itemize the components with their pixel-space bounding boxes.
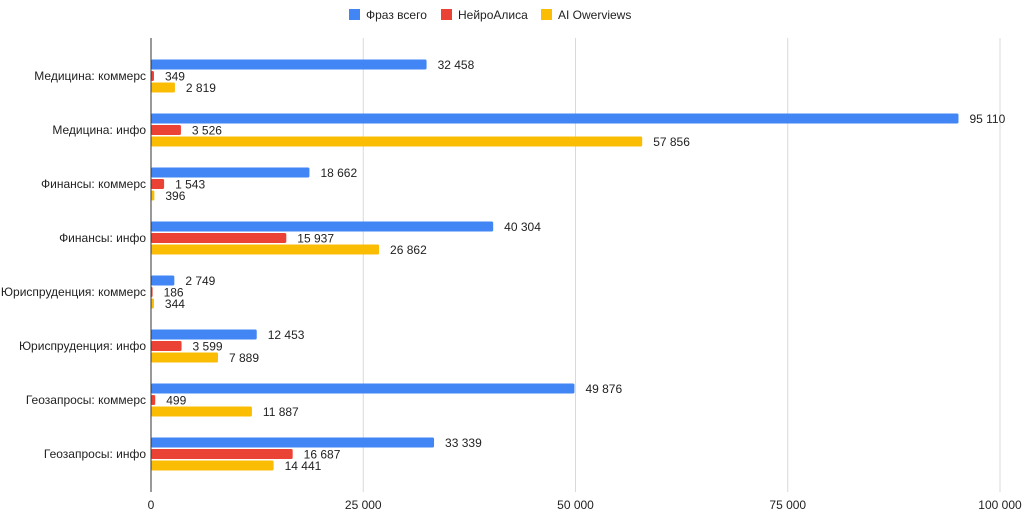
- bar-1-5: [151, 341, 182, 351]
- category-label: Геозапросы: инфо: [44, 447, 146, 461]
- bar-2-4: [151, 298, 154, 309]
- value-label: 186: [164, 286, 184, 300]
- value-label: 33 339: [445, 436, 482, 450]
- bar-0-1: [151, 113, 959, 124]
- bar-2-0: [151, 82, 175, 93]
- value-label: 396: [165, 189, 185, 203]
- legend-label-0: Фраз всего: [366, 8, 427, 22]
- x-tick-label: 25 000: [345, 498, 382, 512]
- legend: Фраз всего НейроАлиса AI Owerviews: [349, 8, 631, 22]
- bar-0-6: [151, 383, 575, 394]
- bars: [151, 59, 959, 471]
- value-label: 2 819: [186, 81, 216, 95]
- bar-1-6: [151, 395, 156, 405]
- bar-0-3: [151, 221, 494, 232]
- value-label: 11 887: [263, 405, 299, 419]
- legend-swatch-1: [441, 9, 452, 20]
- value-label: 95 110: [969, 112, 1005, 126]
- value-label: 2 749: [185, 274, 215, 288]
- value-label: 26 862: [390, 243, 427, 257]
- bar-1-3: [151, 233, 287, 243]
- value-label: 344: [165, 297, 185, 311]
- value-label: 1 543: [175, 178, 205, 192]
- bar-1-1: [151, 125, 181, 135]
- value-label: 7 889: [229, 351, 259, 365]
- value-label: 32 458: [438, 58, 475, 72]
- value-label: 3 599: [193, 340, 223, 354]
- bar-2-2: [151, 190, 155, 201]
- bar-2-3: [151, 244, 380, 255]
- bar-2-5: [151, 352, 218, 363]
- bar-2-6: [151, 406, 252, 417]
- gridlines: [362, 38, 1001, 492]
- legend-label-2: AI Owerviews: [558, 8, 631, 22]
- category-label: Юриспруденция: инфо: [19, 339, 146, 353]
- bar-0-0: [151, 59, 427, 70]
- value-label: 16 687: [304, 448, 341, 462]
- value-label: 3 526: [192, 124, 222, 138]
- x-tick-labels: 0 25 000 50 000 75 000 100 000: [148, 498, 1022, 512]
- value-label: 18 662: [320, 166, 357, 180]
- bar-2-7: [151, 460, 274, 471]
- legend-label-1: НейроАлиса: [458, 8, 528, 22]
- bar-0-4: [151, 275, 175, 286]
- bar-0-5: [151, 329, 257, 340]
- category-label: Финансы: коммерс: [41, 177, 146, 191]
- x-tick-label: 100 000: [978, 498, 1022, 512]
- category-label: Медицина: инфо: [52, 123, 146, 137]
- x-tick-label: 0: [148, 498, 155, 512]
- bar-1-2: [151, 179, 165, 189]
- category-labels: Медицина: коммерс Медицина: инфо Финансы: …: [1, 69, 146, 461]
- legend-swatch-0: [349, 9, 360, 20]
- value-label: 57 856: [653, 135, 690, 149]
- value-label: 49 876: [585, 382, 622, 396]
- value-label: 12 453: [268, 328, 305, 342]
- value-label: 14 441: [285, 459, 322, 473]
- value-label: 15 937: [297, 232, 334, 246]
- value-label: 349: [165, 70, 185, 84]
- bar-1-7: [151, 449, 293, 459]
- bar-0-7: [151, 437, 435, 448]
- bar-1-0: [151, 71, 154, 81]
- category-label: Юриспруденция: коммерс: [1, 285, 146, 299]
- category-label: Медицина: коммерс: [34, 69, 146, 83]
- value-label: 499: [166, 394, 186, 408]
- category-label: Финансы: инфо: [59, 231, 146, 245]
- legend-swatch-2: [541, 9, 552, 20]
- x-tick-label: 50 000: [557, 498, 594, 512]
- bar-2-1: [151, 136, 643, 147]
- category-label: Геозапросы: коммерс: [26, 393, 146, 407]
- x-tick-label: 75 000: [769, 498, 806, 512]
- bar-0-2: [151, 167, 310, 178]
- value-label: 40 304: [504, 220, 541, 234]
